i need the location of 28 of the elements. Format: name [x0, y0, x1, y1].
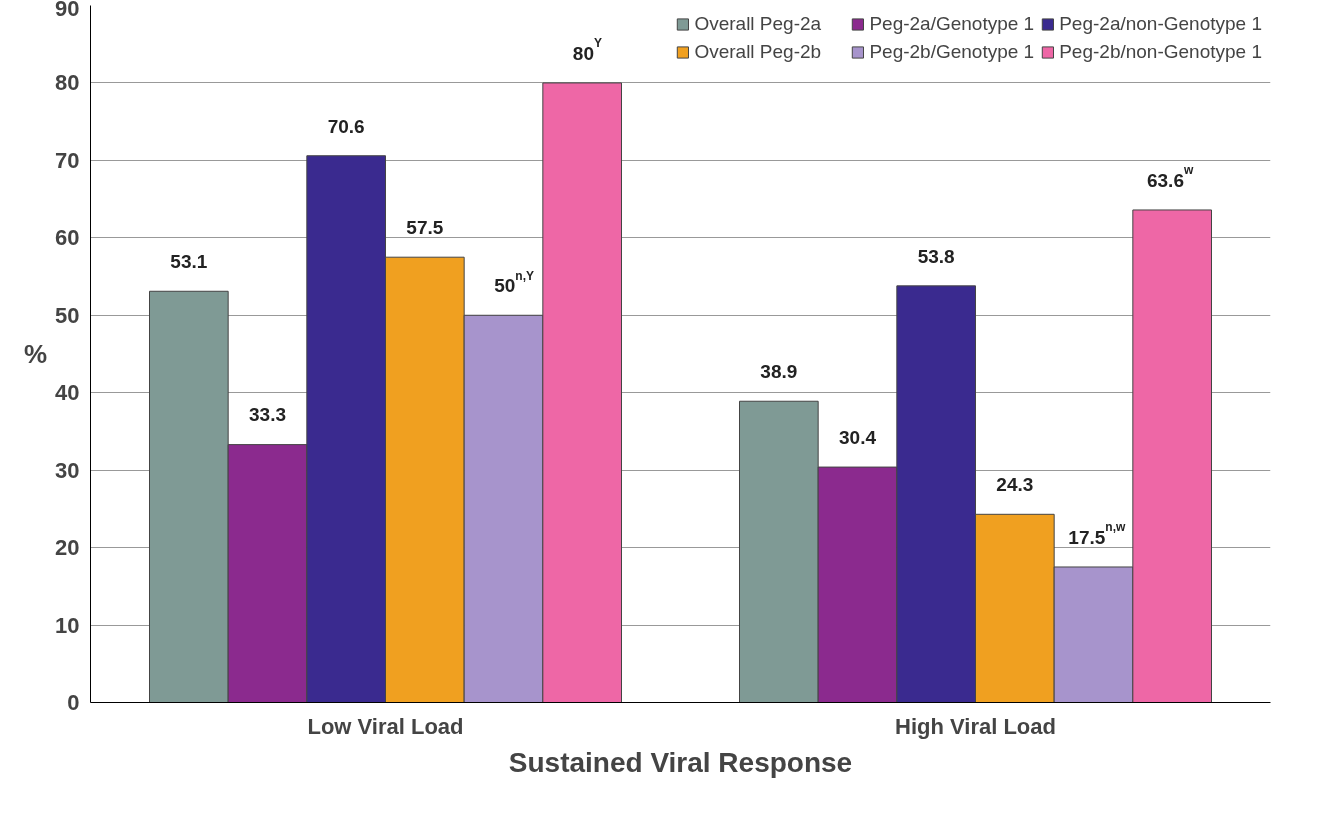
legend-label: Overall Peg-2b: [694, 41, 823, 63]
data-label: 30.4: [839, 426, 877, 448]
data-label: 53.8: [917, 245, 955, 267]
data-label: 57.5: [406, 216, 444, 238]
x-axis-title: Sustained Viral Response: [508, 746, 853, 778]
legend-label: Peg-2a/non-Genotype 1: [1059, 13, 1262, 35]
y-tick-label: 90: [55, 0, 80, 21]
y-tick-label: 70: [55, 147, 80, 173]
legend-label: Overall Peg-2a: [694, 13, 823, 35]
y-tick-label: 10: [55, 612, 80, 638]
y-axis-title: %: [23, 339, 48, 369]
legend-label: Peg-2a/Genotype 1: [869, 13, 1035, 35]
data-label: 38.9: [760, 361, 798, 383]
data-label: 53.1: [170, 251, 208, 273]
y-tick-label: 60: [55, 225, 80, 251]
x-tick-label: Low Viral Load: [307, 713, 464, 739]
y-tick-label: 50: [55, 302, 80, 328]
y-tick-label: 0: [67, 690, 80, 715]
y-tick-label: 40: [55, 380, 80, 406]
x-tick-label: High Viral Load: [895, 713, 1056, 739]
y-tick-label: 30: [55, 457, 80, 483]
data-label: 70.6: [327, 115, 365, 137]
data-label: 24.3: [996, 474, 1034, 496]
y-tick-label: 80: [55, 70, 80, 96]
y-tick-label: 20: [55, 535, 80, 561]
legend-label: Peg-2b/non-Genotype 1: [1059, 41, 1262, 63]
legend-label: Peg-2b/Genotype 1: [869, 41, 1035, 63]
data-label: 33.3: [249, 404, 286, 426]
